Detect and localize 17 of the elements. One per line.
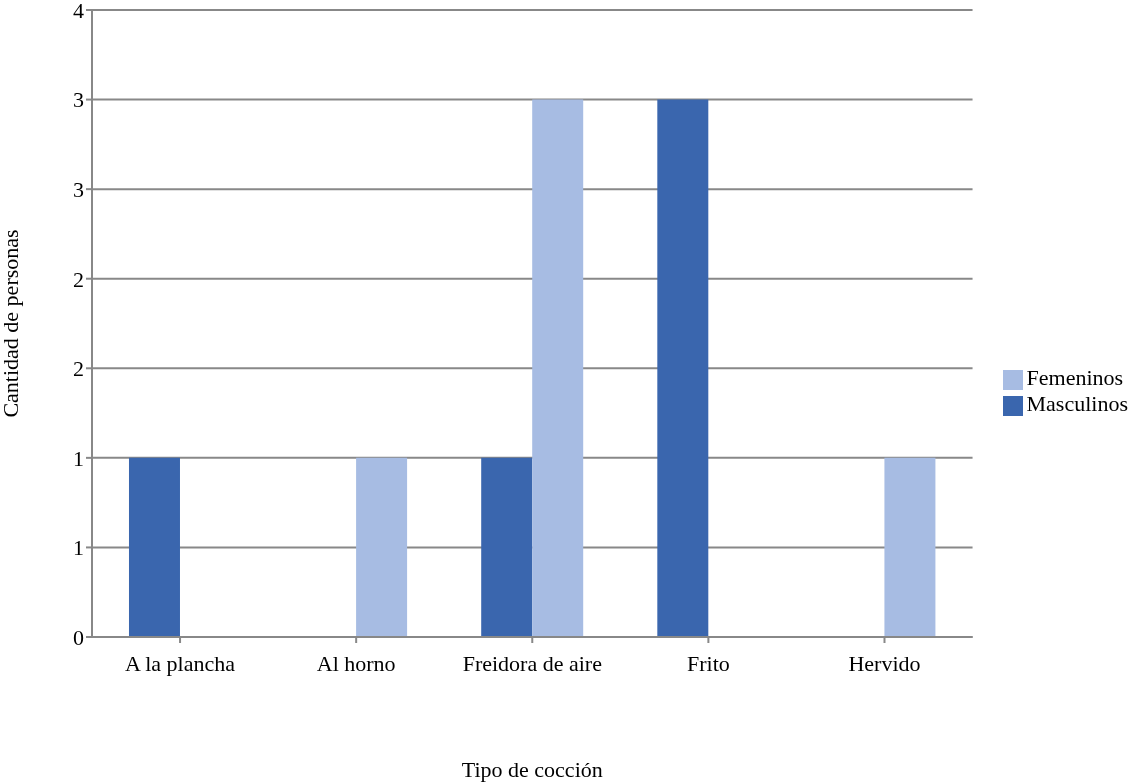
y-tick-label: 1 (73, 535, 84, 561)
x-tick-label: Frito (686, 650, 730, 676)
x-tick-label: Freidora de aire (462, 650, 602, 676)
y-tick-label: 1 (73, 445, 84, 471)
x-axis-title: Tipo de cocción (461, 757, 603, 782)
y-axis-title: Cantidad de personas (0, 229, 23, 418)
y-tick-label: 2 (73, 266, 84, 292)
x-tick-label: Hervido (848, 650, 921, 676)
legend-label: Masculinos (1026, 391, 1128, 416)
y-tick-label: 3 (73, 87, 84, 113)
y-tick-label: 0 (73, 624, 84, 650)
y-tick-label: 4 (73, 0, 84, 23)
x-tick-label: A la plancha (125, 650, 236, 676)
legend-label: Femeninos (1026, 365, 1124, 390)
y-tick-label: 3 (73, 176, 84, 202)
x-tick-label: Al horno (316, 650, 396, 676)
y-tick-label: 2 (73, 356, 84, 382)
